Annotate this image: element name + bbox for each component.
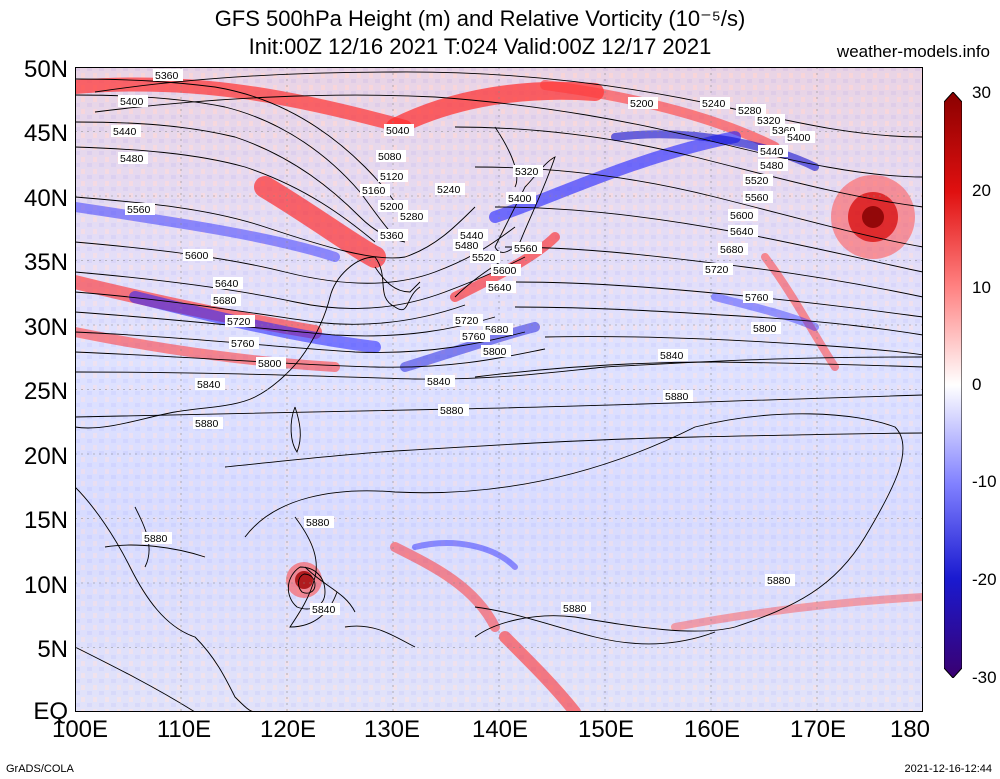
- vorticity-map: 5360 5400 5440 5480 5560 5600 5640 5680 …: [75, 67, 923, 712]
- colorbar-label: 30: [972, 83, 991, 102]
- lon-label: 160E: [683, 716, 741, 743]
- lon-label: 130E: [363, 716, 421, 743]
- colorbar-label: -10: [972, 472, 997, 491]
- contour-label: 5560: [514, 243, 538, 255]
- contour-label: 5360: [380, 230, 404, 242]
- lat-label: EQ: [33, 698, 68, 725]
- colorbar-label: -20: [972, 570, 997, 589]
- lon-label: 140E: [471, 716, 529, 743]
- lat-label: 5N: [37, 636, 68, 663]
- contour-label: 5840: [197, 379, 221, 391]
- contour-label: 5880: [440, 405, 464, 417]
- lat-label: 15N: [23, 507, 68, 534]
- contour-label: 5600: [493, 265, 517, 277]
- contour-label: 5760: [231, 338, 255, 350]
- contour-label: 5880: [195, 418, 219, 430]
- lat-label: 30N: [23, 314, 68, 341]
- footer-timestamp: 2021-12-16-12:44: [904, 763, 992, 775]
- contour-label: 5240: [702, 98, 726, 110]
- lat-label: 35N: [23, 249, 68, 276]
- contour-label: 5560: [127, 204, 151, 216]
- contour-label: 5640: [730, 226, 754, 238]
- lon-label: 120E: [259, 716, 317, 743]
- contour-label: 5720: [705, 264, 729, 276]
- lon-label: 150E: [577, 716, 635, 743]
- contour-label: 5400: [787, 132, 811, 144]
- contour-label: 5400: [120, 96, 144, 108]
- contour-label: 5200: [630, 98, 654, 110]
- site-credit: weather-models.info: [836, 42, 990, 61]
- lat-label: 45N: [23, 120, 68, 147]
- colorbar-label: 0: [972, 375, 982, 394]
- contour-label: 5640: [488, 282, 512, 294]
- contour-label: 5480: [760, 160, 784, 172]
- contour-label: 5640: [215, 278, 239, 290]
- colorbar-label: 20: [972, 181, 991, 200]
- contour-label: 5360: [155, 70, 179, 82]
- contour-label: 5320: [515, 166, 539, 178]
- contour-labels: 5360 5400 5440 5480 5560 5600 5640 5680 …: [111, 69, 815, 616]
- contour-label: 5840: [660, 350, 684, 362]
- lon-label: 100E: [51, 716, 109, 743]
- contour-label: 5400: [508, 193, 532, 205]
- map-frame: [75, 67, 923, 712]
- chart-title: GFS 500hPa Height (m) and Relative Vorti…: [214, 6, 746, 31]
- contour-label: 5480: [455, 240, 479, 252]
- contour-label: 5040: [386, 125, 410, 137]
- contour-label: 5120: [380, 171, 404, 183]
- contour-label: 5680: [213, 295, 237, 307]
- contour-label: 5720: [455, 315, 479, 327]
- contour-label: 5440: [113, 126, 137, 138]
- lon-label: 110E: [156, 716, 212, 743]
- contour-label: 5800: [258, 358, 282, 370]
- colorbar-label: 10: [972, 278, 991, 297]
- contour-label: 5880: [563, 603, 587, 615]
- contour-label: 5160: [362, 185, 386, 197]
- contour-label: 5840: [427, 376, 451, 388]
- lon-label: 170E: [789, 716, 847, 743]
- contour-label: 5880: [144, 533, 168, 545]
- lat-label: 10N: [23, 572, 68, 599]
- chart-subtitle: Init:00Z 12/16 2021 T:024 Valid:00Z 12/1…: [248, 34, 712, 59]
- contour-label: 5600: [730, 210, 754, 222]
- contour-label: 5720: [227, 316, 251, 328]
- contour-label: 5800: [483, 346, 507, 358]
- contour-label: 5080: [378, 151, 402, 163]
- contour-label: 5520: [472, 252, 496, 264]
- lat-label: 40N: [23, 185, 68, 212]
- contour-label: 5760: [462, 331, 486, 343]
- contour-label: 5520: [745, 175, 769, 187]
- contour-label: 5880: [306, 517, 330, 529]
- lon-label: 180: [889, 716, 931, 743]
- contour-label: 5680: [720, 244, 744, 256]
- contour-label: 5480: [120, 153, 144, 165]
- footer-software: GrADS/COLA: [6, 763, 74, 775]
- colorbar: [944, 92, 962, 678]
- contour-label: 5760: [745, 292, 769, 304]
- lat-label: 50N: [23, 56, 68, 83]
- contour-label: 5880: [767, 575, 791, 587]
- contour-label: 5600: [185, 250, 209, 262]
- contour-label: 5680: [485, 324, 509, 336]
- coastlines: [75, 126, 716, 712]
- lat-label: 25N: [23, 378, 68, 405]
- contour-label: 5240: [437, 184, 461, 196]
- contour-label: 5280: [400, 211, 424, 223]
- contour-label: 5560: [745, 192, 769, 204]
- vorticity-negative-bands: [75, 130, 819, 570]
- contour-label: 5440: [760, 146, 784, 158]
- contour-label: 5840: [312, 604, 336, 616]
- lat-label: 20N: [23, 443, 68, 470]
- contour-label: 5200: [380, 201, 404, 213]
- cyclone-vortex: [831, 175, 915, 259]
- colorbar-label: -30: [972, 668, 997, 687]
- contour-label: 5880: [665, 391, 689, 403]
- contour-label: 5800: [753, 323, 777, 335]
